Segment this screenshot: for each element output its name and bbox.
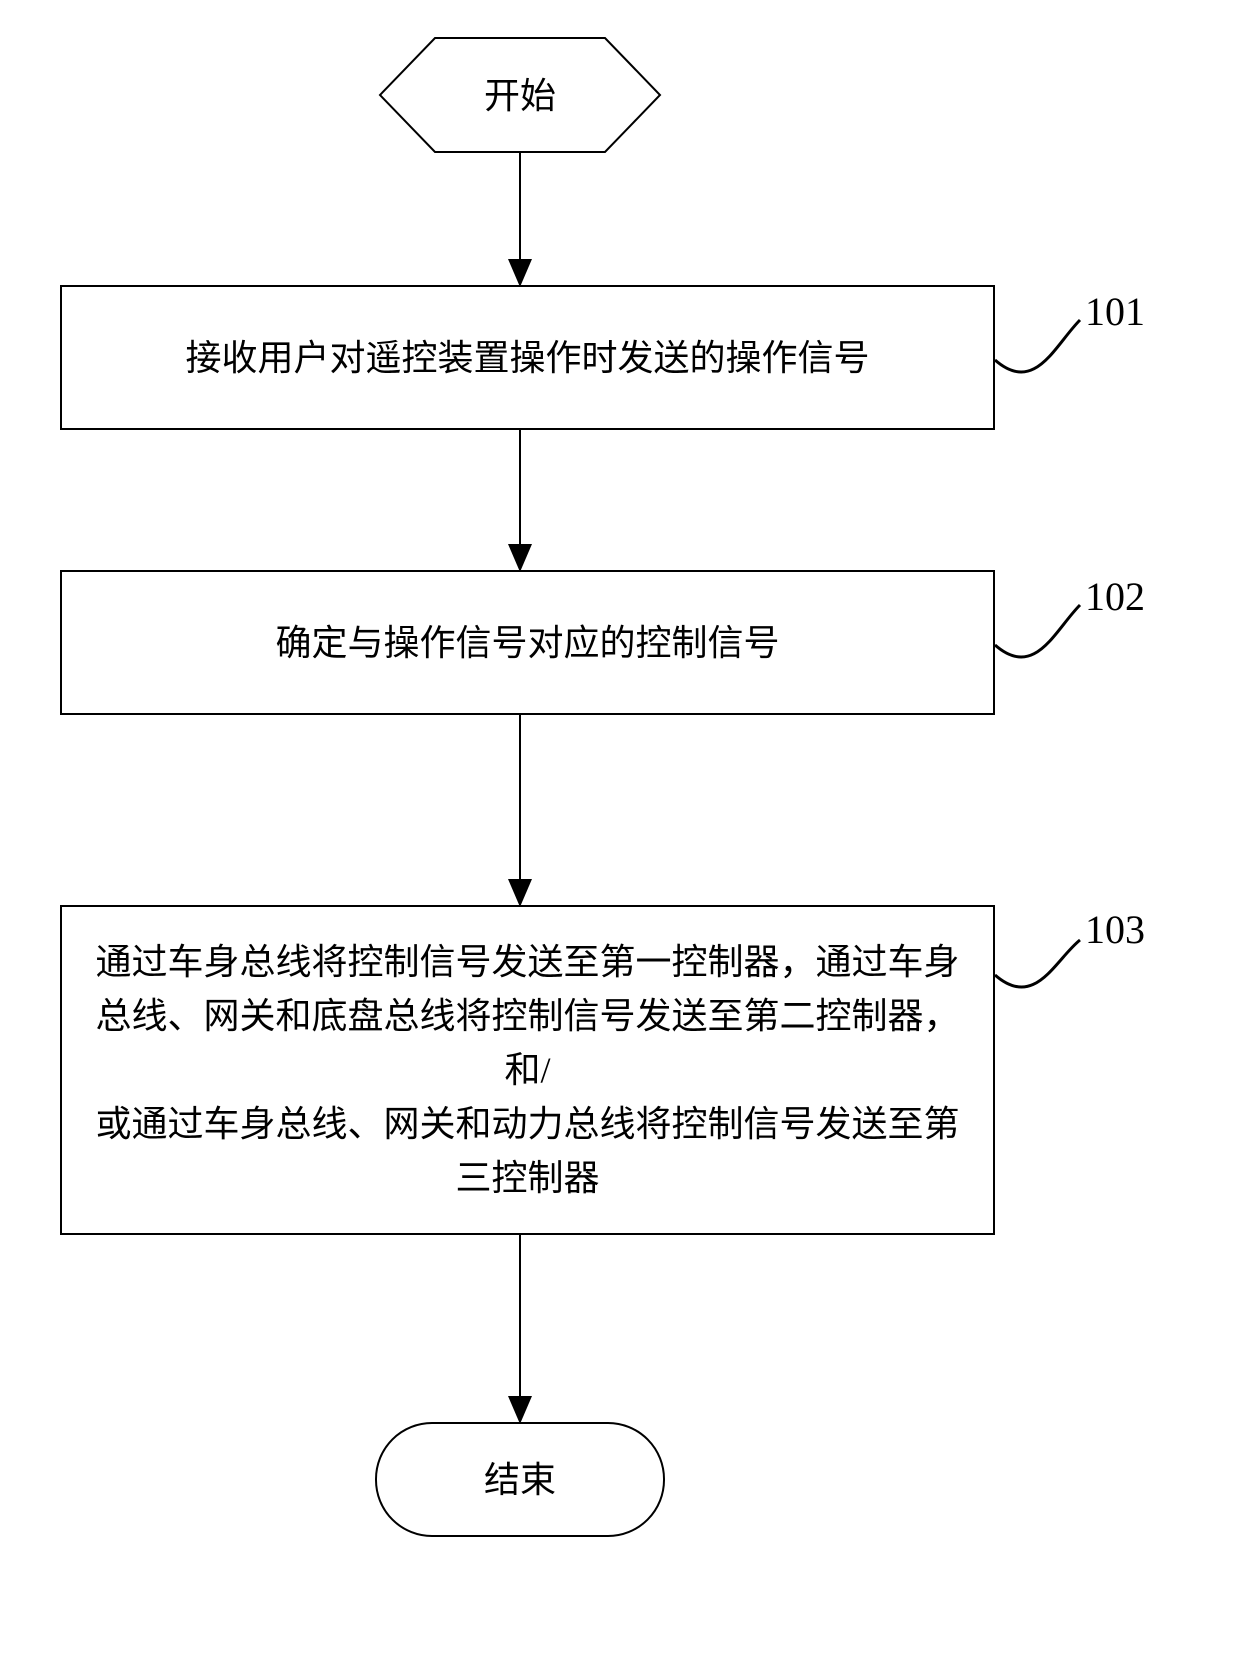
- label-102: 102: [1085, 574, 1145, 619]
- step2-node: 确定与操作信号对应的控制信号: [60, 570, 995, 715]
- end-label: 结束: [375, 1422, 665, 1537]
- end-text: 结束: [484, 1453, 556, 1507]
- label-103: 103: [1085, 907, 1145, 952]
- step3-node: 通过车身总线将控制信号发送至第一控制器，通过车身总线、网关和底盘总线将控制信号发…: [60, 905, 995, 1235]
- start-label: 开始: [380, 38, 660, 153]
- step1-ref-label: 101: [1085, 288, 1145, 335]
- start-text: 开始: [484, 69, 556, 123]
- step2-text: 确定与操作信号对应的控制信号: [275, 616, 779, 670]
- step3-ref-label: 103: [1085, 906, 1145, 953]
- label-101: 101: [1085, 289, 1145, 334]
- step1-text: 接收用户对遥控装置操作时发送的操作信号: [185, 331, 869, 385]
- flowchart-canvas: 开始 接收用户对遥控装置操作时发送的操作信号 确定与操作信号对应的控制信号 通过…: [0, 0, 1240, 1678]
- step1-node: 接收用户对遥控装置操作时发送的操作信号: [60, 285, 995, 430]
- step2-ref-label: 102: [1085, 573, 1145, 620]
- step3-text: 通过车身总线将控制信号发送至第一控制器，通过车身总线、网关和底盘总线将控制信号发…: [92, 935, 963, 1205]
